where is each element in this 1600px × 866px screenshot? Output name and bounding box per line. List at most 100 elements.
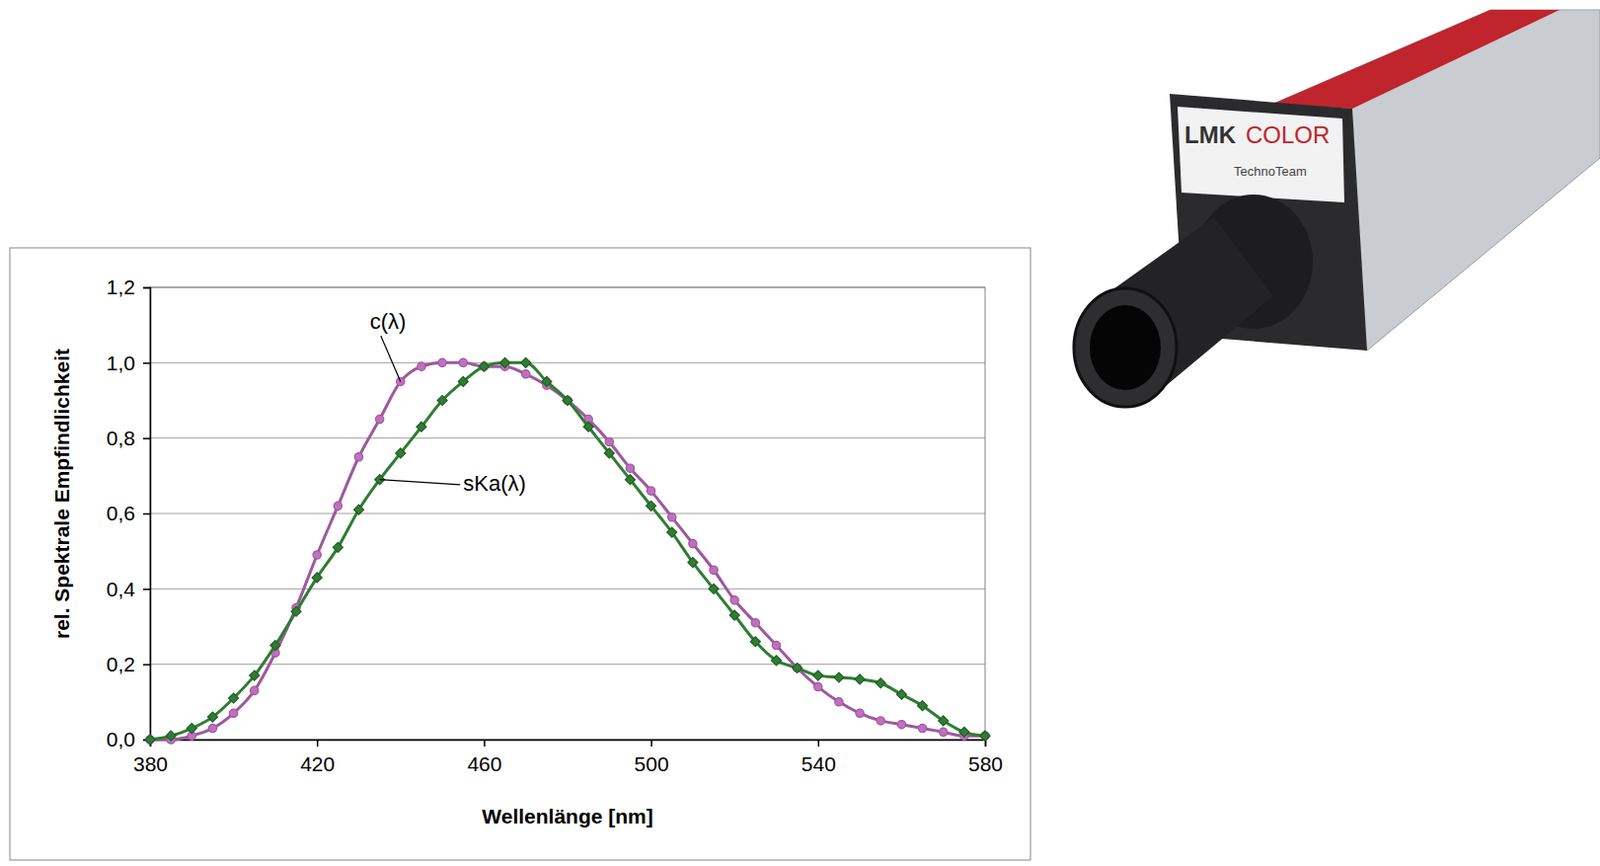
leader-line [380, 479, 461, 485]
tick-mark [143, 437, 151, 440]
marker [709, 565, 718, 574]
marker [730, 596, 739, 605]
tick-label: 0,4 [106, 577, 137, 601]
marker [939, 727, 948, 736]
y-axis-title: rel. Spektrale Empfindlichkeit [50, 348, 74, 639]
marker [500, 357, 511, 368]
marker [207, 711, 218, 722]
marker [855, 708, 864, 717]
tick-mark [818, 739, 821, 747]
tick-mark [143, 513, 151, 516]
marker [854, 674, 865, 685]
tick-label: 0,2 [106, 652, 136, 676]
camera-text: LMK [1184, 121, 1237, 149]
marker [208, 723, 217, 732]
marker [834, 672, 844, 683]
marker [896, 688, 907, 699]
tick-mark [143, 362, 151, 365]
tick: 460 [466, 739, 502, 775]
tick: 380 [133, 739, 168, 775]
marker [354, 504, 365, 515]
grid [150, 287, 986, 740]
tick-label: 1,2 [106, 275, 136, 299]
tick-mark [143, 663, 151, 666]
x-axis: 380 420 460 500 540 580 [133, 739, 1003, 775]
tick-mark [316, 739, 319, 747]
marker [917, 723, 926, 732]
tick-label: 580 [968, 752, 1003, 775]
marker [981, 731, 990, 740]
marker [792, 662, 803, 673]
tick-label: 500 [634, 752, 670, 775]
tick-label: 460 [466, 752, 502, 775]
marker [541, 376, 552, 386]
tick-label: 420 [300, 752, 335, 775]
marker [375, 414, 383, 423]
tick-mark [143, 588, 151, 591]
axis-line [151, 740, 987, 748]
marker [813, 670, 824, 681]
axis-line [143, 288, 152, 741]
marker [624, 474, 635, 485]
marker [792, 663, 801, 672]
plot-area [145, 357, 991, 745]
tick: 0,0 [106, 727, 151, 751]
camera-plate [1177, 106, 1345, 203]
marker [646, 486, 655, 495]
tick: 1,2 [106, 275, 151, 299]
marker [687, 557, 698, 568]
marker [729, 609, 740, 620]
marker [457, 376, 468, 386]
marker [917, 700, 928, 711]
marker [438, 358, 447, 367]
marker [897, 720, 906, 729]
marker [165, 730, 176, 741]
marker [312, 550, 321, 559]
grid-line [150, 513, 986, 515]
camera-text: COLOR [1245, 121, 1330, 149]
camera: LMK COLOR TechnoTeam [1073, 9, 1600, 407]
marker [333, 501, 342, 510]
marker [604, 448, 614, 458]
marker [605, 437, 613, 446]
marker [395, 448, 406, 458]
marker [771, 655, 782, 666]
marker [646, 500, 657, 511]
marker [270, 640, 281, 651]
tick-label: 380 [133, 752, 168, 775]
tick-label: 1,0 [106, 351, 136, 375]
series-label: c(λ) [370, 308, 407, 334]
tick-mark [143, 287, 151, 290]
tick-label: 0,6 [106, 501, 136, 525]
marker [875, 678, 886, 688]
grid-line [150, 362, 986, 364]
x-axis-title: Wellenlänge [nm] [481, 804, 653, 828]
marker [354, 453, 363, 461]
tick: 540 [801, 739, 837, 775]
marker [562, 394, 573, 405]
marker [228, 708, 237, 717]
tick-label: 540 [801, 752, 837, 775]
grid-line [150, 437, 986, 439]
marker [583, 421, 594, 432]
tick: 0,8 [106, 426, 151, 450]
tick-mark [650, 739, 653, 747]
marker [751, 617, 760, 626]
marker [437, 394, 448, 405]
marker [835, 697, 843, 706]
y-axis: 0,0 0,2 0,4 0,6 0,8 1,0 1,2 [106, 275, 152, 751]
marker [291, 606, 302, 616]
camera-text: TechnoTeam [1233, 163, 1307, 179]
marker [959, 726, 970, 737]
tick: 420 [300, 739, 335, 775]
marker [522, 370, 531, 379]
marker [771, 640, 780, 649]
marker [249, 670, 260, 681]
series-line [150, 362, 986, 740]
tick: 0,2 [106, 652, 151, 676]
camera-top-stripe [1273, 9, 1560, 109]
marker [228, 692, 239, 703]
grid-line [150, 588, 986, 590]
chart: 0,0 0,2 0,4 0,6 0,8 1,0 1,2 380 420 460 500 540 580 W… [0, 0, 1600, 866]
marker [186, 723, 197, 734]
